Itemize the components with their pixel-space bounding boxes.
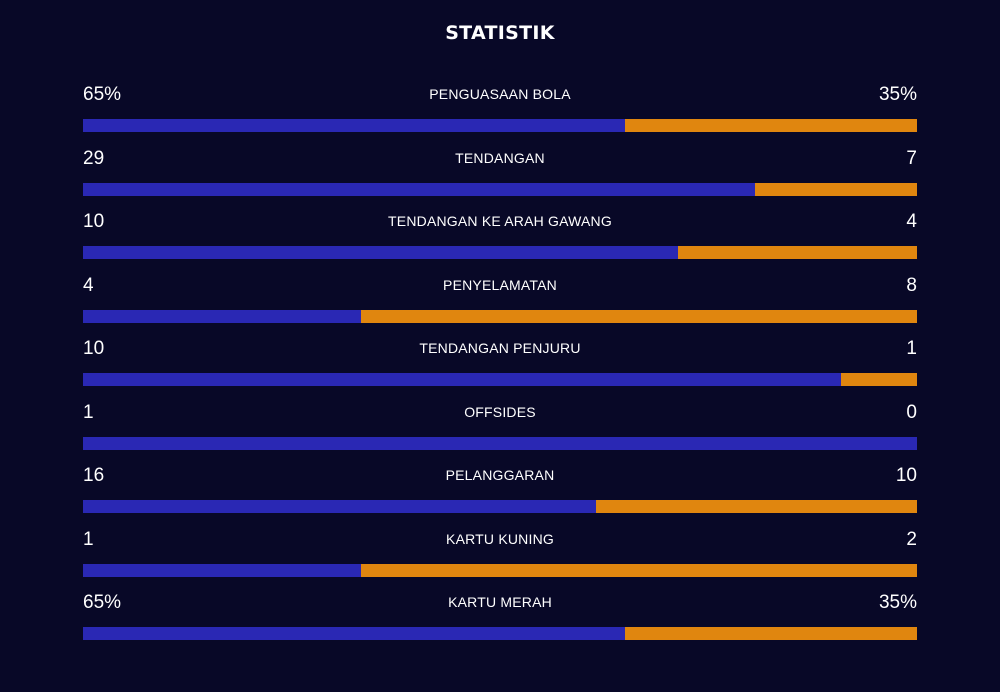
stat-label: PENGUASAAN BOLA xyxy=(429,86,571,102)
away-value: 0 xyxy=(906,401,917,423)
away-bar-segment xyxy=(360,563,917,577)
home-value: 10 xyxy=(83,338,105,359)
home-bar-segment xyxy=(83,563,361,577)
home-bar-segment xyxy=(83,246,679,259)
stat-row: 4 PENYELAMATAN 8 xyxy=(83,271,917,335)
stat-label: KARTU KUNING xyxy=(446,530,554,547)
stat-labels: 29 TENDANGAN 7 xyxy=(83,144,917,182)
stat-label: PENYELAMATAN xyxy=(443,276,557,293)
away-bar-segment xyxy=(755,182,917,196)
home-value: 29 xyxy=(83,147,105,169)
away-bar-segment xyxy=(678,246,917,259)
away-value: 35% xyxy=(878,84,917,105)
home-bar-segment xyxy=(83,309,361,323)
stat-row: 10 TENDANGAN KE ARAH GAWANG 4 xyxy=(83,207,917,271)
stat-label: KARTU MERAH xyxy=(448,594,552,610)
stat-labels: 65% KARTU MERAH 35% xyxy=(83,588,917,626)
home-bar-segment xyxy=(83,182,756,196)
away-bar-segment xyxy=(841,373,917,386)
home-bar-segment xyxy=(83,500,596,513)
away-bar-segment xyxy=(595,500,917,513)
away-bar-segment xyxy=(625,627,917,640)
stat-row: 65% PENGUASAAN BOLA 35% xyxy=(83,80,917,144)
stat-label: TENDANGAN PENJURU xyxy=(419,340,581,356)
away-value: 7 xyxy=(906,147,917,169)
stat-labels: 1 KARTU KUNING 2 xyxy=(83,525,917,563)
stat-labels: 10 TENDANGAN KE ARAH GAWANG 4 xyxy=(83,207,917,245)
home-bar-segment xyxy=(83,373,842,386)
stat-label: OFFSIDES xyxy=(464,403,536,420)
stat-label: PELANGGARAN xyxy=(445,467,555,483)
home-value: 1 xyxy=(83,528,94,550)
comparison-bar xyxy=(83,563,917,577)
stats-list: 65% PENGUASAAN BOLA 35% 29 TENDANGAN 7 10 TENDA… xyxy=(83,80,917,652)
stat-labels: 10 TENDANGAN PENJURU 1 xyxy=(83,334,917,372)
stat-label: TENDANGAN xyxy=(455,149,545,166)
stat-labels: 4 PENYELAMATAN 8 xyxy=(83,271,917,309)
comparison-bar xyxy=(83,500,917,513)
home-value: 1 xyxy=(83,401,94,423)
away-value: 4 xyxy=(906,211,917,232)
stats-title: STATISTIK xyxy=(445,22,555,44)
comparison-bar xyxy=(83,119,917,132)
away-value: 8 xyxy=(906,274,917,296)
away-value: 10 xyxy=(895,465,917,486)
stat-label: TENDANGAN KE ARAH GAWANG xyxy=(388,213,612,229)
away-value: 35% xyxy=(878,592,917,613)
away-bar-segment xyxy=(360,309,917,323)
home-value: 16 xyxy=(83,465,105,486)
home-value: 65% xyxy=(83,592,122,613)
away-value: 2 xyxy=(906,528,917,550)
home-value: 65% xyxy=(83,84,122,105)
home-value: 4 xyxy=(83,274,94,296)
comparison-bar xyxy=(83,436,917,450)
stat-labels: 16 PELANGGARAN 10 xyxy=(83,461,917,499)
home-bar-segment xyxy=(83,119,626,132)
stat-row: 10 TENDANGAN PENJURU 1 xyxy=(83,334,917,398)
home-bar-segment xyxy=(83,436,917,450)
stat-row: 65% KARTU MERAH 35% xyxy=(83,588,917,652)
away-bar-segment xyxy=(625,119,917,132)
comparison-bar xyxy=(83,627,917,640)
home-value: 10 xyxy=(83,211,105,232)
stat-row: 29 TENDANGAN 7 xyxy=(83,144,917,208)
stat-labels: 65% PENGUASAAN BOLA 35% xyxy=(83,80,917,118)
away-value: 1 xyxy=(906,338,917,359)
comparison-bar xyxy=(83,182,917,196)
stat-labels: 1 OFFSIDES 0 xyxy=(83,398,917,436)
comparison-bar xyxy=(83,309,917,323)
comparison-bar xyxy=(83,246,917,259)
stat-row: 1 OFFSIDES 0 xyxy=(83,398,917,462)
stat-row: 1 KARTU KUNING 2 xyxy=(83,525,917,589)
home-bar-segment xyxy=(83,627,626,640)
stat-row: 16 PELANGGARAN 10 xyxy=(83,461,917,525)
comparison-bar xyxy=(83,373,917,386)
